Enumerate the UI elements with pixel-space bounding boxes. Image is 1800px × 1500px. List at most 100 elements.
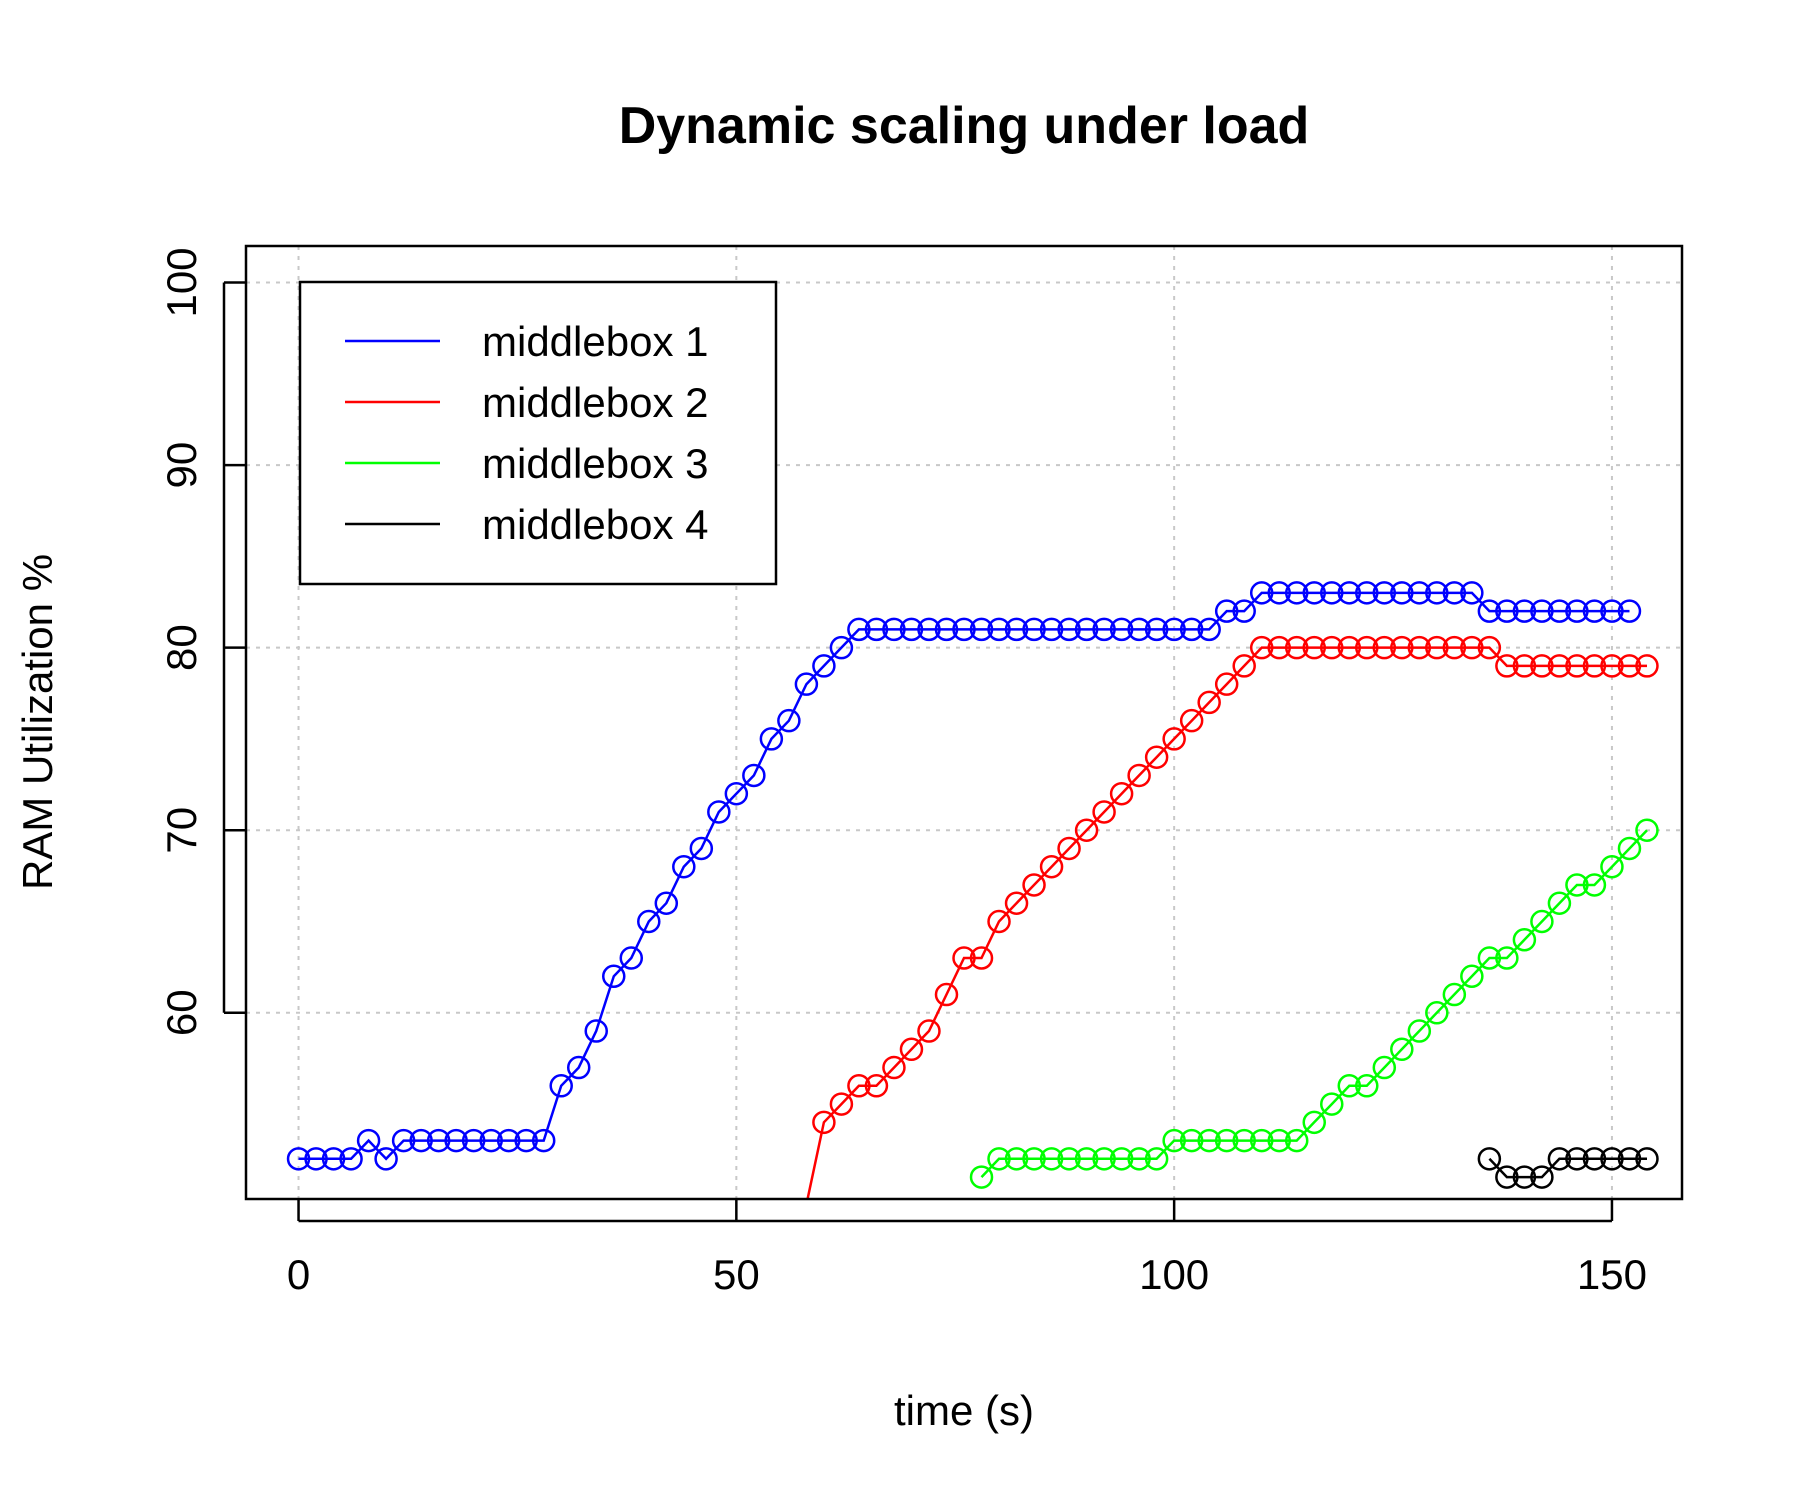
- data-point: [1425, 1001, 1449, 1025]
- data-point: [1074, 1147, 1099, 1171]
- data-point: [1232, 1128, 1256, 1153]
- data-point: [1617, 1147, 1642, 1171]
- data-point: [1617, 654, 1642, 678]
- data-point: [952, 946, 976, 970]
- data-point: [1284, 1128, 1309, 1153]
- data-point: [1320, 581, 1344, 605]
- x-tick-label: 0: [287, 1251, 310, 1298]
- data-point: [1127, 763, 1151, 788]
- data-point: [1022, 873, 1046, 897]
- data-point: [1162, 1128, 1186, 1153]
- x-tick-label: 50: [713, 1251, 760, 1298]
- data-point: [321, 1147, 346, 1171]
- legend: middlebox 1 middlebox 2 middlebox 3 middleb…: [298, 280, 778, 586]
- data-point: [1162, 727, 1186, 751]
- data-point: [461, 1128, 486, 1153]
- data-point: [1477, 946, 1502, 970]
- data-point: [1635, 818, 1659, 842]
- data-point: [1390, 581, 1414, 605]
- data-point: [1337, 635, 1362, 660]
- data-point: [1284, 581, 1309, 605]
- data-point: [1530, 599, 1554, 623]
- data-point: [1495, 654, 1519, 678]
- data-point: [339, 1147, 363, 1171]
- data-point: [1267, 1128, 1291, 1153]
- data-point: [1442, 635, 1467, 660]
- data-point: [1302, 1110, 1326, 1135]
- data-point: [1635, 1147, 1659, 1171]
- data-point: [882, 1055, 906, 1080]
- data-point: [1004, 1147, 1029, 1171]
- data-point: [1582, 873, 1607, 897]
- data-point: [1495, 946, 1519, 970]
- data-point: [1179, 708, 1204, 733]
- series-line: [980, 829, 1648, 1178]
- legend-label: middlebox 2: [482, 379, 708, 426]
- data-point: [1512, 928, 1537, 952]
- data-point: [1214, 599, 1239, 623]
- data-point: [1460, 635, 1484, 660]
- data-point: [987, 617, 1011, 642]
- data-point: [1390, 635, 1414, 660]
- plot-frame: [244, 244, 1684, 1201]
- data-point: [496, 1128, 521, 1153]
- data-point: [584, 1019, 608, 1043]
- series-3: [969, 818, 1659, 1189]
- data-point: [1197, 617, 1221, 642]
- y-tick-label: 70: [158, 807, 205, 854]
- data-point: [1197, 1128, 1221, 1153]
- data-point: [1144, 745, 1169, 769]
- x-axis: 0 50 100 150: [287, 1199, 1647, 1298]
- data-point: [1442, 982, 1467, 1007]
- y-axis-label: RAM Utilization %: [14, 554, 61, 890]
- data-point: [1092, 1147, 1116, 1171]
- legend-label: middlebox 3: [482, 440, 708, 487]
- data-point: [1320, 635, 1344, 660]
- data-point: [1530, 909, 1554, 934]
- data-point: [707, 800, 731, 824]
- data-point: [602, 964, 626, 989]
- data-point: [1355, 581, 1379, 605]
- data-point: [1057, 836, 1081, 861]
- data-point: [1372, 581, 1397, 605]
- data-point: [864, 1074, 889, 1098]
- data-point: [1600, 1147, 1624, 1171]
- data-point: [1074, 818, 1099, 842]
- data-point: [426, 1128, 451, 1153]
- data-point: [934, 617, 959, 642]
- data-point: [812, 654, 836, 678]
- x-tick-label: 100: [1139, 1251, 1209, 1298]
- data-point: [847, 617, 871, 642]
- data-point: [1547, 1147, 1572, 1171]
- data-point: [444, 1128, 468, 1153]
- data-point: [952, 617, 976, 642]
- data-point: [1617, 836, 1642, 861]
- data-point: [1407, 1019, 1432, 1043]
- data-point: [1144, 1147, 1169, 1171]
- data-point: [969, 617, 994, 642]
- data-point: [1267, 635, 1291, 660]
- data-point: [566, 1055, 591, 1080]
- data-point: [1109, 781, 1134, 806]
- data-point: [1337, 581, 1362, 605]
- data-point: [374, 1147, 398, 1171]
- data-point: [1039, 617, 1064, 642]
- data-point: [1565, 654, 1589, 678]
- data-point: [742, 763, 766, 788]
- data-point: [1074, 617, 1099, 642]
- data-point: [1057, 1147, 1081, 1171]
- chart-title: Dynamic scaling under load: [619, 97, 1310, 155]
- data-point: [1512, 654, 1537, 678]
- series-line: [1488, 1157, 1647, 1179]
- data-point: [882, 617, 906, 642]
- data-point: [1617, 599, 1642, 623]
- legend-label: middlebox 1: [482, 318, 708, 365]
- data-point: [934, 982, 959, 1007]
- y-tick-label: 90: [158, 442, 205, 489]
- data-point: [1232, 599, 1256, 623]
- series-1: [286, 581, 1642, 1171]
- data-point: [724, 781, 749, 806]
- data-point: [917, 1019, 941, 1043]
- data-point: [1530, 654, 1554, 678]
